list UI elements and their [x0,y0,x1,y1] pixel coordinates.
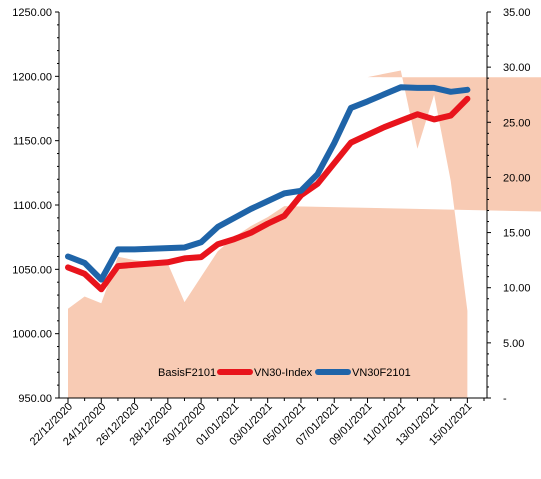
legend-label-basisf2101: BasisF2101 [158,367,216,379]
y2-tick-label: 15.00 [503,228,531,240]
legend: BasisF2101 VN30-Index VN30F2101 [158,367,411,379]
y2-tick-label: - [503,393,507,405]
series-line-vn30-index [65,95,471,293]
series-line-vn30f2101 [65,84,471,283]
legend-label-vn30-index: VN30-Index [254,367,313,379]
y-tick-label: 950.00 [18,393,52,405]
y2-tick-label: 25.00 [503,117,531,129]
y2-tick-label: 20.00 [503,172,531,184]
y-tick-label: 1050.00 [12,264,52,276]
y2-tick-label: 35.00 [503,7,531,19]
series-area-basisf2101 [68,70,541,398]
y-tick-label: 1100.00 [13,200,52,212]
y-tick-label: 1000.00 [12,329,52,341]
y2-tick-label: 10.00 [503,283,531,295]
y-tick-label: 1200.00 [12,71,52,83]
line-layer [65,84,471,293]
y2-tick-label: 5.00 [503,338,524,350]
area-layer [68,70,541,398]
legend-label-vn30f2101: VN30F2101 [352,367,411,379]
y-tick-label: 1250.00 [12,7,52,19]
y2-tick-label: 30.00 [503,62,531,74]
y-tick-label: 1150.00 [13,136,52,148]
